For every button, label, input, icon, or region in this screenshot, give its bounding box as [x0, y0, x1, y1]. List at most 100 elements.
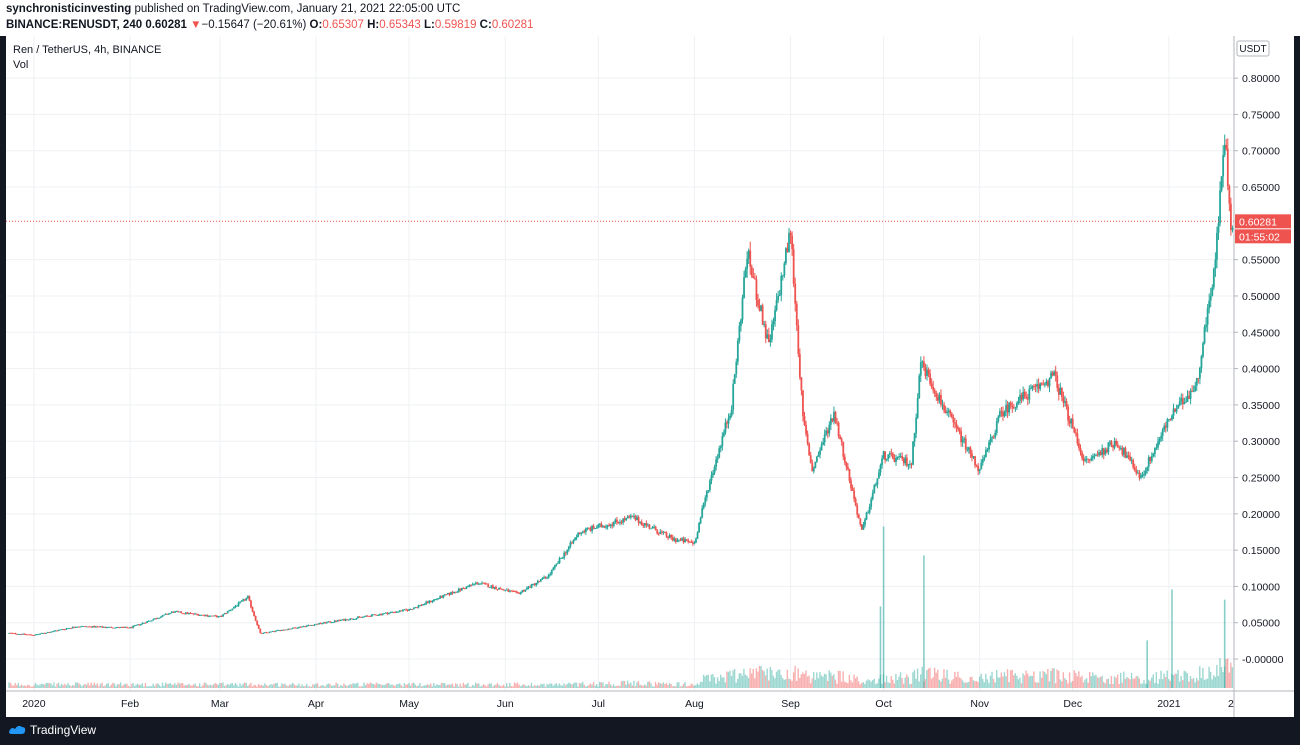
candle-body — [245, 598, 248, 601]
candle-body — [50, 631, 52, 633]
volume-bar — [566, 683, 568, 688]
candle-body — [192, 613, 195, 615]
series-title[interactable]: Ren / TetherUS, 4h, BINANCE — [13, 44, 162, 56]
candle-body — [79, 626, 82, 628]
candle-body — [322, 622, 325, 624]
candle-body — [922, 361, 925, 368]
candle-body — [578, 532, 581, 534]
candle-body — [422, 604, 424, 606]
candle-body — [228, 610, 231, 612]
volume-bar — [718, 681, 720, 688]
candle-body — [324, 622, 327, 624]
candle-body — [915, 417, 918, 434]
volume-bar — [509, 682, 511, 688]
symbol-label: BINANCE:RENUSDT, 240 — [6, 19, 143, 31]
candle-body — [291, 627, 294, 629]
candle-body — [335, 620, 338, 622]
volume-label[interactable]: Vol — [13, 59, 29, 71]
volume-bar — [1071, 681, 1074, 688]
volume-bar — [795, 680, 798, 688]
x-tick-label: Jul — [592, 698, 605, 710]
candle-body — [850, 480, 852, 489]
x-tick-label: May — [399, 698, 420, 710]
y-tick-label: 0.15000 — [1242, 545, 1280, 557]
volume-bar — [337, 683, 339, 688]
candle-body — [54, 630, 57, 632]
candle-body — [1231, 228, 1234, 230]
volume-bar — [172, 684, 175, 688]
candle-body — [124, 627, 127, 628]
candle-body — [113, 627, 116, 629]
candle-body — [25, 634, 28, 636]
candle-body — [1171, 415, 1173, 420]
volume-bar — [1085, 678, 1088, 688]
volume-bar — [774, 678, 776, 688]
candle-body — [451, 592, 454, 594]
volume-bar — [659, 683, 661, 688]
volume-bar — [62, 685, 64, 688]
volume-bar — [902, 683, 905, 688]
volume-bar — [236, 684, 238, 688]
volume-bar — [740, 673, 742, 688]
currency-box[interactable] — [1236, 40, 1270, 57]
volume-bar — [526, 686, 528, 688]
candle-body — [200, 614, 203, 616]
volume-bar — [174, 683, 176, 688]
volume-bar — [119, 682, 122, 688]
candle-body — [1150, 455, 1153, 461]
volume-bar — [118, 684, 120, 688]
candle-body — [459, 588, 462, 591]
candle-body — [522, 590, 525, 592]
candle-body — [391, 612, 393, 613]
volume-bar — [1008, 682, 1010, 688]
candle-body — [1056, 375, 1059, 388]
price-chart[interactable]: -0.000000.050000.100000.150000.200000.25… — [6, 36, 1294, 717]
volume-bar — [456, 684, 458, 688]
candle-body — [529, 586, 531, 588]
candle-body — [893, 458, 896, 462]
candle-body — [265, 632, 268, 634]
candle-body — [783, 263, 786, 276]
volume-bar — [95, 684, 97, 688]
volume-bar — [1155, 672, 1158, 688]
candle-body — [647, 524, 649, 526]
volume-bar — [214, 683, 216, 688]
volume-bar — [895, 674, 897, 688]
volume-bar — [668, 683, 671, 688]
candle-body — [1110, 441, 1113, 446]
volume-bar — [129, 686, 131, 688]
tradingview-brand[interactable]: TradingView — [8, 723, 96, 737]
volume-bar — [426, 684, 429, 688]
candle-body — [155, 618, 158, 620]
candle-body — [240, 600, 243, 602]
volume-bar — [1197, 680, 1199, 688]
volume-bar — [699, 681, 702, 688]
candle-body — [1130, 460, 1133, 461]
volume-bar — [651, 686, 654, 688]
candle-body — [1186, 395, 1189, 403]
low-value: 0.59819 — [434, 19, 477, 31]
volume-bar — [1202, 668, 1204, 688]
candle-body — [561, 557, 564, 559]
chart-area[interactable]: -0.00000 0.05000 0.10000 0.15000 0.20000 0.25… — [6, 36, 1294, 717]
candle-body — [1006, 404, 1009, 413]
publisher-name[interactable]: synchronisticinvesting — [6, 3, 132, 15]
candle-body — [991, 436, 994, 439]
candle-body — [603, 525, 606, 528]
candle-body — [386, 612, 389, 615]
candle-body — [115, 627, 117, 629]
volume-bar — [347, 685, 350, 688]
candle-body — [882, 451, 885, 459]
volume-bar — [890, 676, 892, 688]
volume-bar — [88, 685, 91, 688]
volume-bar — [273, 683, 275, 688]
volume-bar — [744, 674, 747, 688]
open-value: 0.65307 — [322, 19, 364, 31]
volume-bar — [299, 686, 302, 688]
y-tick-label: 0.65000 — [1242, 182, 1280, 194]
volume-bar — [600, 682, 602, 688]
volume-bar — [616, 685, 618, 688]
volume-bar — [343, 683, 345, 688]
candle-body — [206, 615, 209, 617]
volume-bar — [775, 671, 778, 688]
